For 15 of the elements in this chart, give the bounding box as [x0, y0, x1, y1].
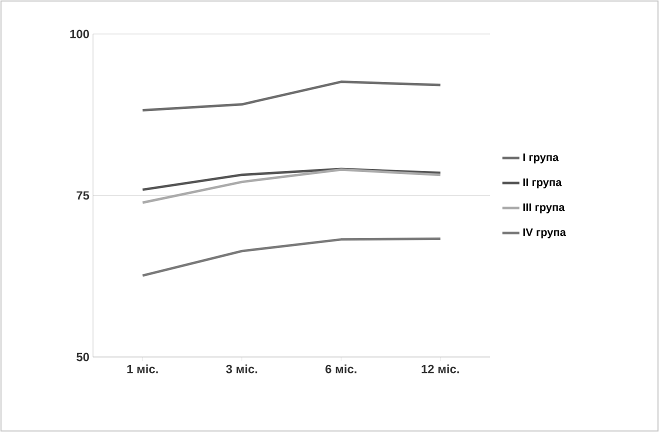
x-tick-label: 1 міс. [127, 364, 158, 374]
y-tick-label: 75 [76, 191, 90, 200]
y-tick-label: 100 [70, 30, 89, 38]
y-tick-label: 50 [76, 352, 89, 362]
x-tick-label: 3 міс. [226, 364, 258, 374]
legend-label: IV група [523, 228, 566, 238]
x-tick-label: 12 міс. [422, 364, 459, 374]
line-series [141, 168, 442, 191]
legend-label: III група [523, 203, 565, 214]
x-tick-label: 6 міс. [326, 364, 356, 374]
line-series [141, 238, 442, 277]
line-series [141, 168, 442, 204]
legend-label: II група [523, 178, 562, 188]
legend-label: I група [523, 154, 559, 164]
line-series [141, 80, 442, 112]
